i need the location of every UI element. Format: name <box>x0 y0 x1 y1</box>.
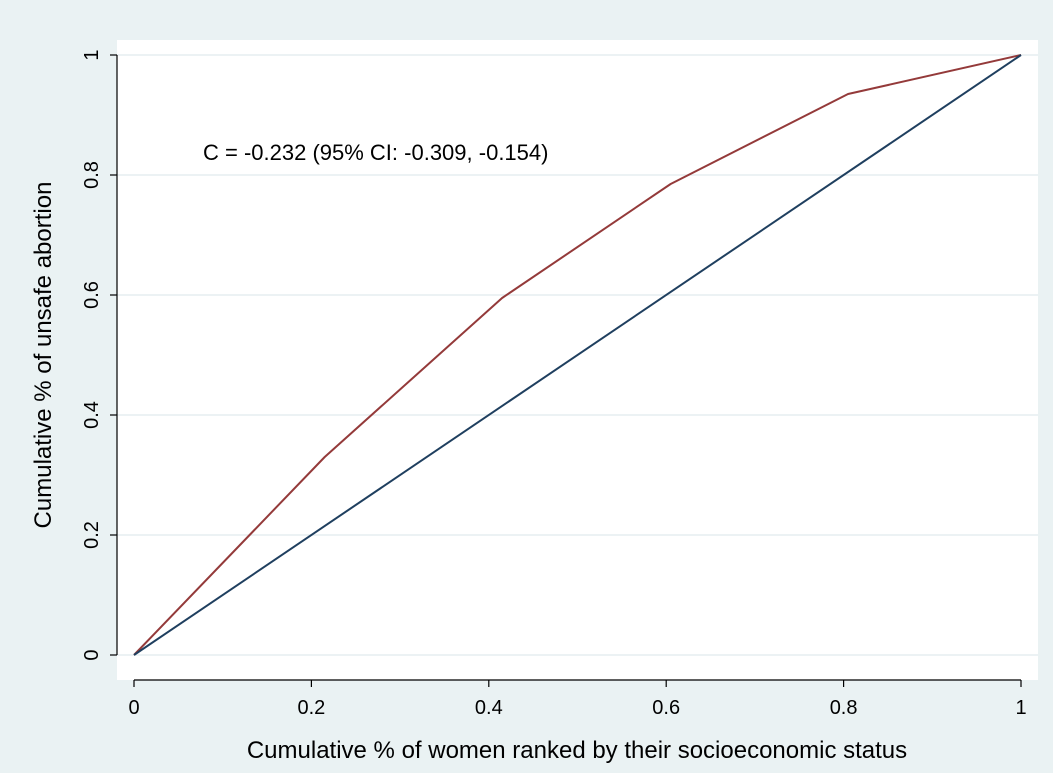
x-tick-label-2: 0.4 <box>475 697 503 719</box>
x-tick-label-3: 0.6 <box>652 697 680 719</box>
y-tick-label-0: 0 <box>81 649 103 660</box>
series-layer <box>133 54 1022 656</box>
tick-marks <box>110 54 1022 687</box>
y-tick-label-5: 1 <box>81 49 103 60</box>
x-tick-label-5: 1 <box>1015 697 1026 719</box>
axes <box>116 55 1021 681</box>
y-tick-label-2: 0.4 <box>81 401 103 429</box>
series-line-1 <box>133 54 1022 656</box>
gridlines <box>117 54 1038 656</box>
x-tick-label-1: 0.2 <box>297 697 325 719</box>
x-tick-label-4: 0.8 <box>830 697 858 719</box>
y-tick-label-3: 0.6 <box>81 281 103 309</box>
y-axis-title: Cumulative % of unsafe abortion <box>30 182 57 529</box>
x-axis-title: Cumulative % of women ranked by their so… <box>247 737 907 764</box>
y-tick-label-4: 0.8 <box>81 161 103 189</box>
tick-labels: 0 0.2 0.4 0.6 0.8 1 0 0.2 0.4 0.6 0.8 1 <box>81 49 1027 719</box>
series-line-0 <box>133 54 1022 656</box>
x-tick-label-0: 0 <box>128 697 139 719</box>
concentration-index-annotation: C = -0.232 (95% CI: -0.309, -0.154) <box>203 140 548 165</box>
y-tick-label-1: 0.2 <box>81 521 103 549</box>
